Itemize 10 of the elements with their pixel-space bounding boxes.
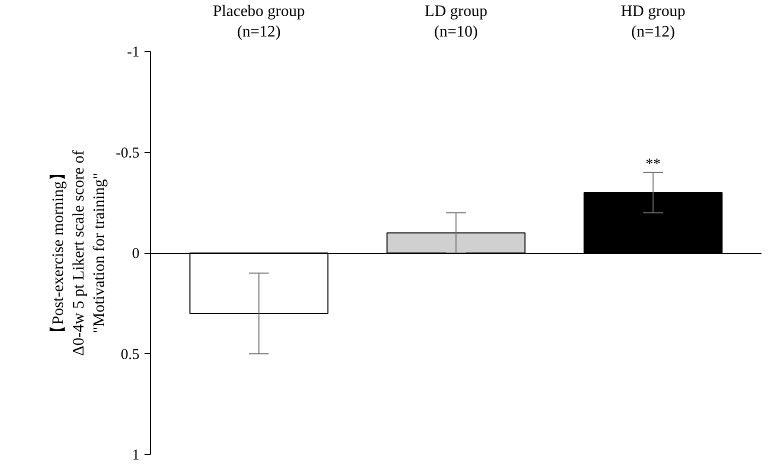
y-tick-label: -0.5	[116, 145, 140, 162]
x-tick-label: LD group (n=10)	[424, 3, 488, 40]
y-tick-label: 0.5	[120, 346, 140, 363]
y-tick-label: -1	[127, 44, 140, 60]
y-tick-label: 0	[132, 246, 140, 262]
y-tick-label: 1	[132, 448, 140, 464]
x-tick-label: Placebo group (n=12)	[212, 3, 305, 40]
annotation: **	[646, 156, 661, 172]
x-tick-label: HD group (n=12)	[620, 3, 686, 40]
y-axis-title: 【Post-exercise morning】 Δ0-4w 5 pt Likert scale score of "Motivation for training"	[48, 149, 108, 356]
